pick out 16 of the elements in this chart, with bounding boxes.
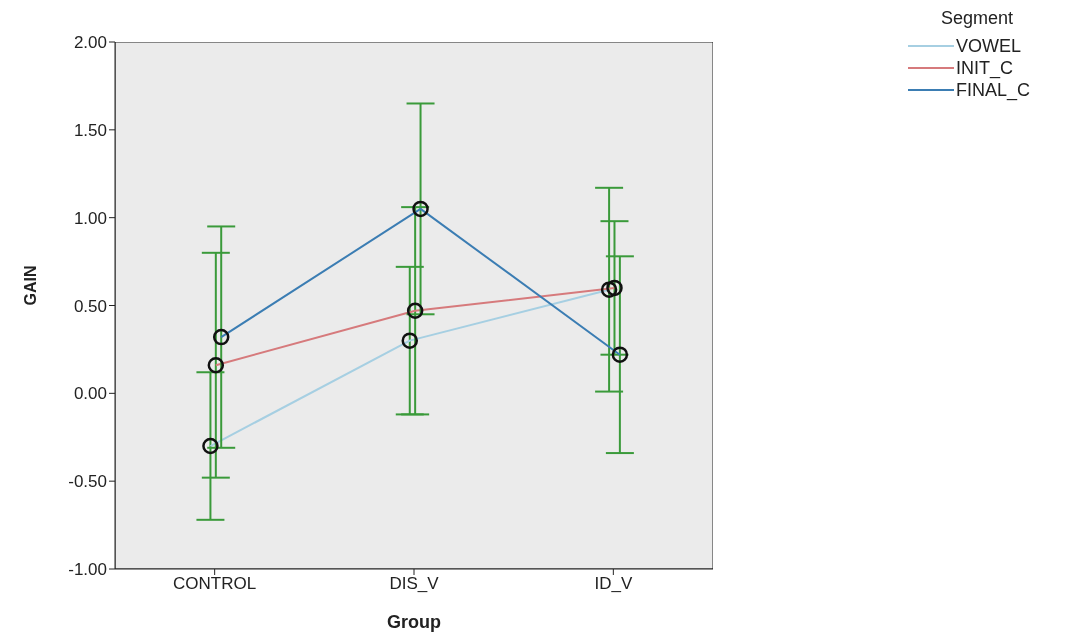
- x-tick-label: CONTROL: [173, 574, 257, 594]
- x-tick-label: ID_V: [594, 574, 633, 594]
- y-tick-label: -0.50: [68, 472, 107, 492]
- y-tick-label: 2.00: [73, 33, 107, 53]
- legend-title: Segment: [941, 8, 1015, 29]
- x-axis-title: Group: [387, 612, 441, 632]
- legend-label: VOWEL: [956, 35, 1022, 57]
- y-tick-label: 0.50: [73, 296, 107, 316]
- y-tick-label: 1.00: [73, 208, 107, 228]
- y-tick-label: -1.00: [68, 560, 107, 580]
- x-tick-label: DIS_V: [389, 574, 440, 594]
- y-axis-title: GAIN: [21, 265, 39, 306]
- legend-label: FINAL_C: [956, 79, 1031, 101]
- legend-label: INIT_C: [956, 57, 1014, 79]
- y-tick-label: 1.50: [73, 120, 107, 140]
- y-tick-label: 0.00: [73, 384, 107, 404]
